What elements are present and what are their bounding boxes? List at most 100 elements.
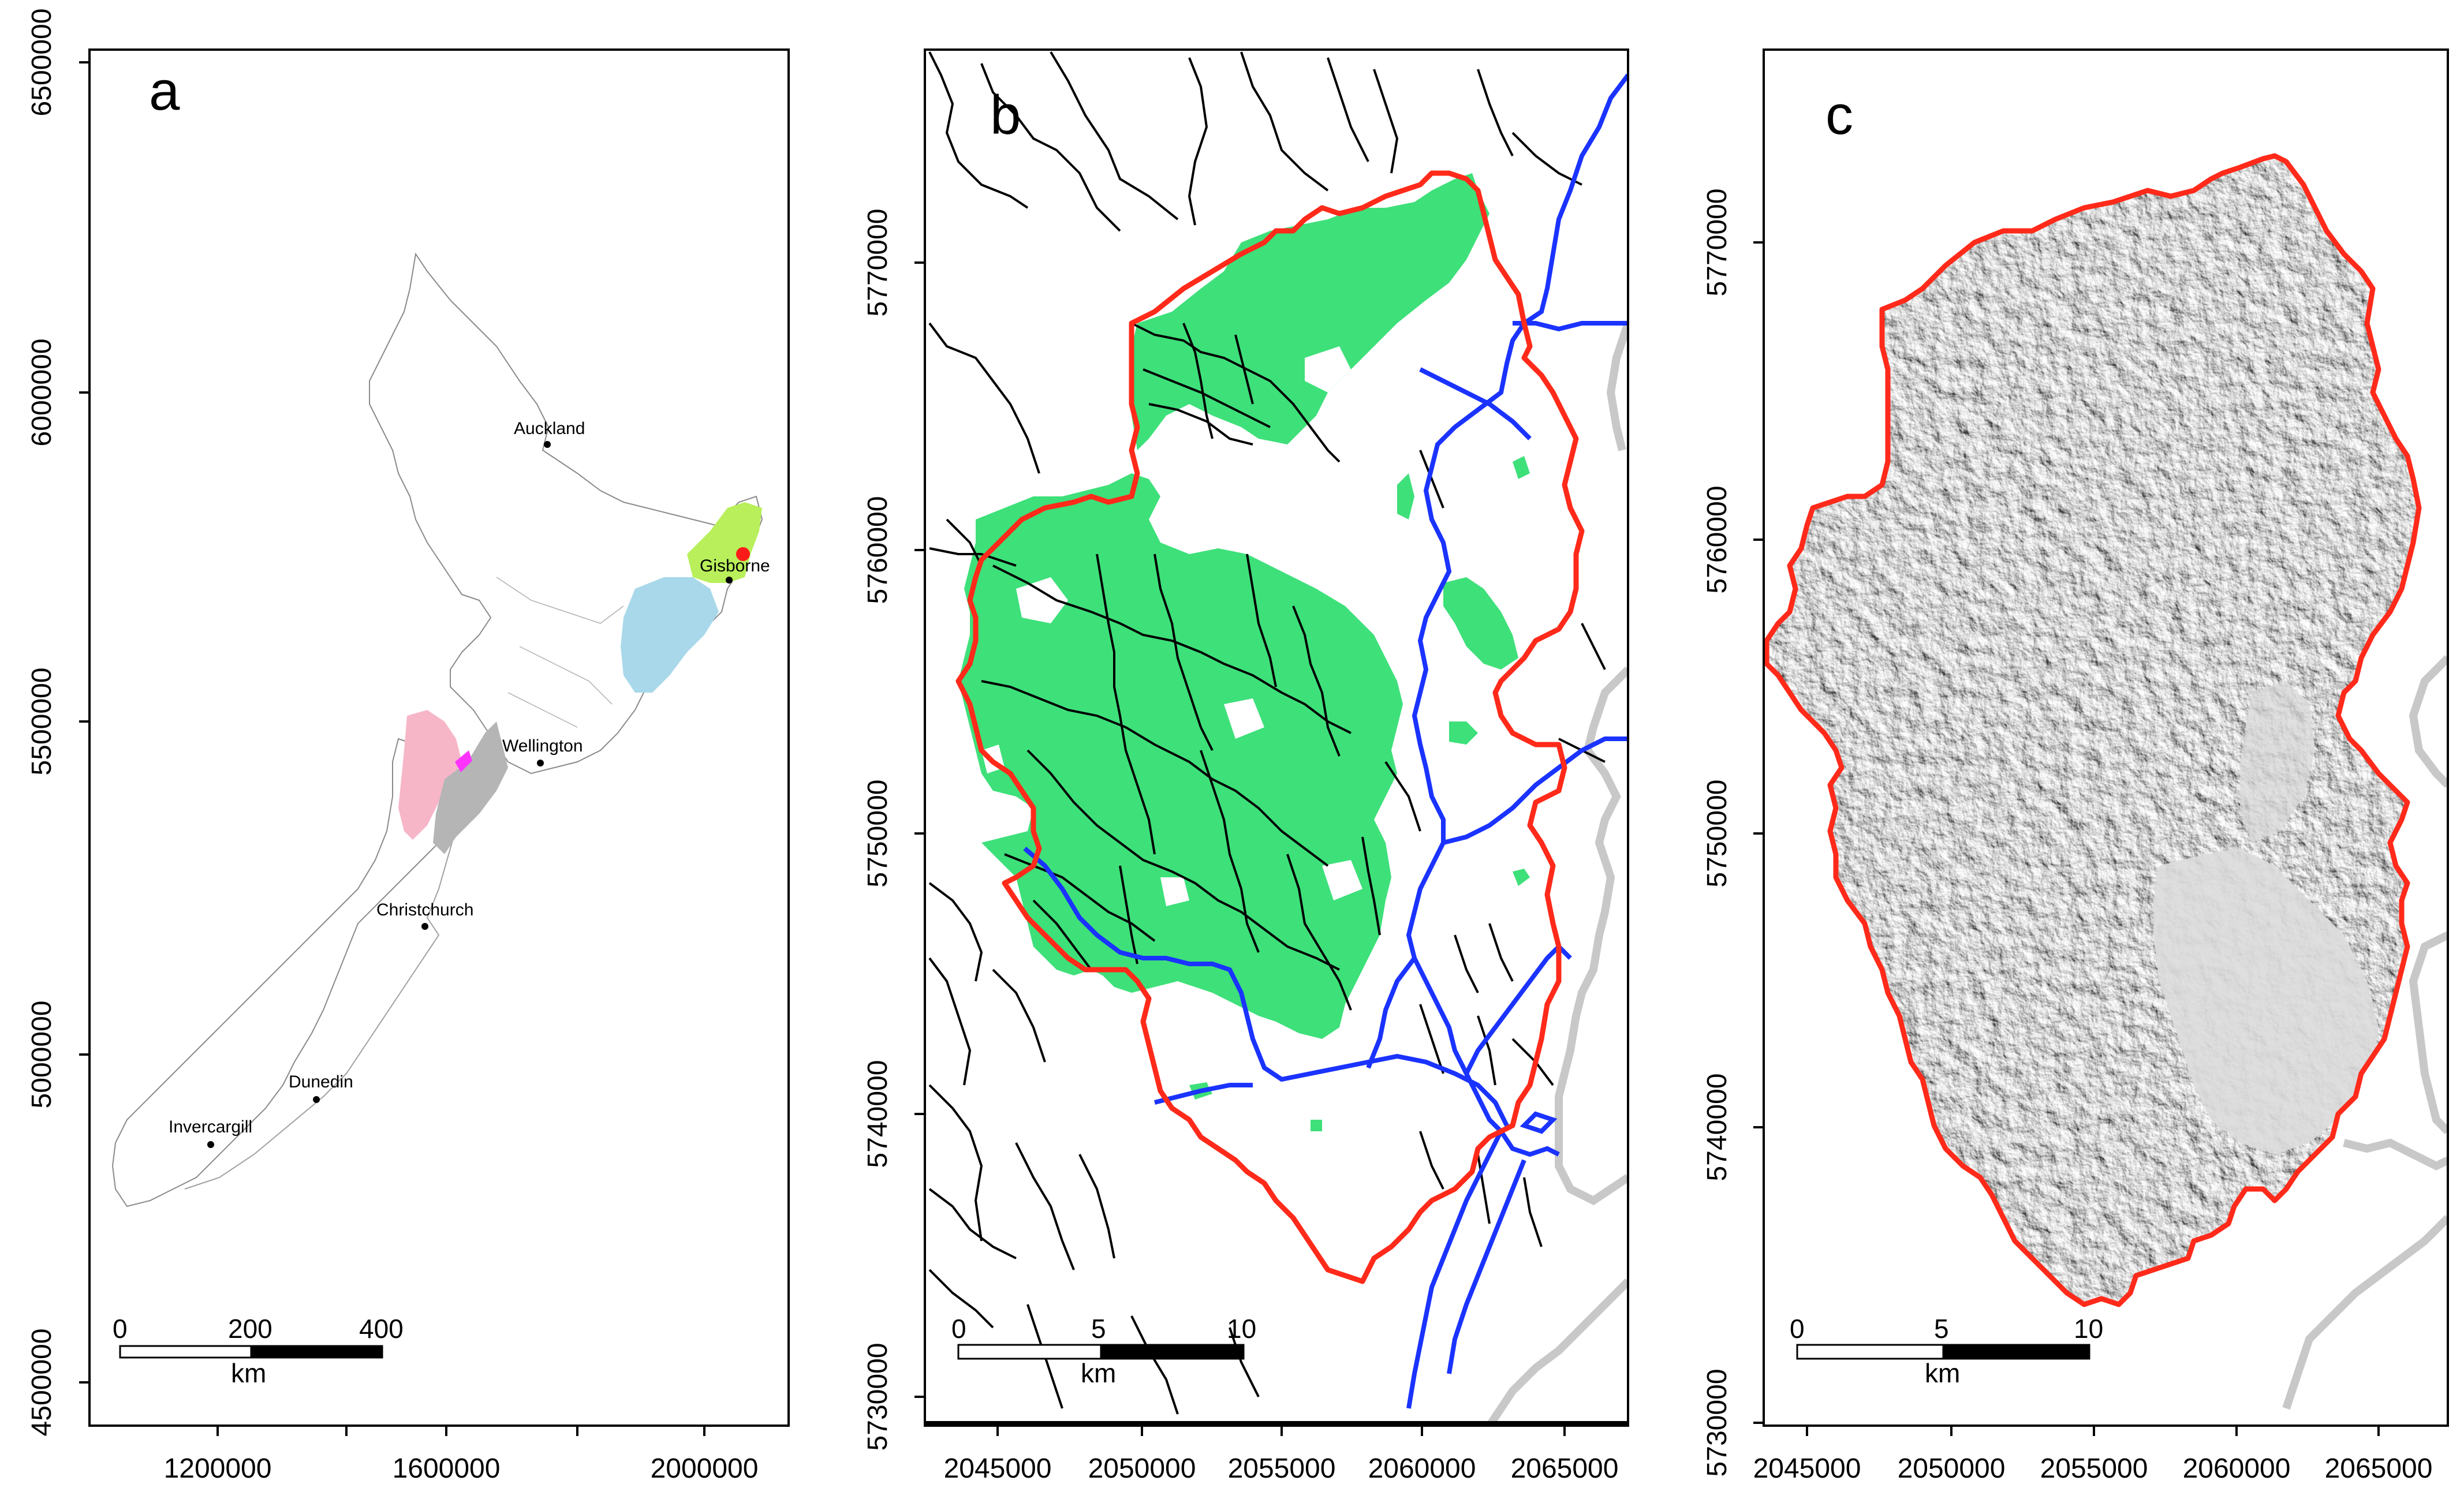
x-tick-label: 2055000 [1228,1453,1336,1484]
stream [1131,322,1341,463]
panel-a-letter: a [149,60,180,122]
scale-bar-black [1942,1344,2090,1360]
north-island-outline [369,252,763,775]
stream-network [928,51,1606,1415]
stream [1292,605,1341,757]
panel-c-frame [1763,48,2449,1427]
panel-c: c 0 5 10 km 2045000 2050000 2055000 2060… [1702,48,2449,1484]
y-tick-label: 5750000 [863,780,893,888]
river [1023,846,1509,1127]
city-label: Invercargill [169,1117,252,1136]
stream [928,1084,983,1242]
y-tick-label: 5760000 [1702,486,1733,594]
scale-label-1: 5 [1091,1314,1106,1344]
stream [1246,554,1277,687]
stream [980,63,1121,232]
city-label: Auckland [514,419,585,438]
scale-bar-a: 0 200 400 km [113,1314,404,1388]
scale-bar-black [250,1345,383,1359]
stream [1153,554,1214,751]
river [1464,943,1572,1075]
river [1366,956,1417,1069]
stream [992,564,1352,734]
stream [1200,750,1260,953]
y-tick-label: 5770000 [863,209,893,317]
river [1499,1130,1560,1157]
forest-gap [1322,860,1362,900]
stream [1234,334,1254,405]
stream [1384,761,1421,832]
scale-bar-white [1796,1344,1944,1360]
stream [1477,1015,1496,1086]
wellington-region [433,721,508,854]
stream [1523,1177,1543,1247]
y-tick-label: 5740000 [1702,1074,1733,1182]
stream [928,1188,1017,1259]
stream [1229,1327,1260,1397]
x-tick-label: 2050000 [1898,1453,2006,1484]
stream [928,322,1040,474]
stream [928,882,983,982]
y-tick-label: 5770000 [1702,189,1733,297]
scale-label-2: 10 [2074,1314,2103,1344]
stream [1419,1004,1444,1074]
city-dot [421,923,428,930]
stream [1477,69,1514,156]
x-tick-label: 2045000 [1753,1453,1861,1484]
panel-c-y-axis: 5730000 5740000 5750000 5760000 5770000 [1702,189,1764,1476]
forest-gap [1305,346,1351,392]
x-tick-label: 2065000 [2325,1453,2433,1484]
scale-label-0: 0 [113,1314,128,1344]
y-tick-label: 5000000 [27,1001,57,1109]
stream [1581,623,1606,670]
stream [1240,51,1329,192]
stream [1511,132,1582,186]
catchment-boundary [955,170,1585,1284]
scale-label-1: 200 [228,1314,272,1344]
stream [1143,368,1271,428]
forest-gap [1160,877,1189,906]
forest-patch [1443,577,1518,670]
river [1447,1159,1526,1374]
panel-b-letter: b [990,84,1021,146]
city-dot [726,577,733,584]
city-label: Wellington [502,736,583,756]
panel-a: a Auckland Gisborne [27,9,790,1484]
coastline [2282,655,2448,1410]
stream [1096,554,1156,855]
stream [992,969,1046,1063]
city-label: Christchurch [376,900,473,919]
panel-a-y-axis: 4500000 5000000 5500000 6000000 6500000 [27,9,89,1436]
stream [1361,836,1381,936]
x-tick-label: 2055000 [2040,1453,2148,1484]
forest-patch [1513,456,1530,479]
city-dot [313,1096,320,1103]
panel-c-x-axis: 2045000 2050000 2055000 2060000 2065000 [1753,1426,2433,1484]
stream [1454,934,1479,993]
panel-b: b 0 5 10 km 2045000 2050000 2055000 2060… [863,48,1629,1484]
north-island-interior [496,577,624,728]
forest-cover [958,173,1530,1131]
x-tick-label: 2000000 [651,1453,759,1484]
stream [1182,323,1214,439]
study-site-marker [736,547,750,561]
panel-b-bottom-edge [926,1421,1628,1426]
south-island-east-coast [184,807,462,1190]
stream [1026,749,1340,971]
nz-map: Auckland Gisborne Wellington Christchurc… [111,252,770,1207]
river [1513,321,1628,332]
stream [1373,69,1399,174]
scale-bar-b: 0 5 10 km [951,1314,1256,1388]
magenta-region [455,750,472,772]
scale-unit: km [1925,1358,1960,1388]
forest-gap [1224,698,1264,739]
river [1443,736,1628,845]
city-label: Dunedin [289,1072,353,1091]
scale-bar-white [119,1345,252,1359]
y-tick-label: 6500000 [27,9,57,117]
stream [928,1269,994,1329]
stream [1119,865,1138,964]
hawkes-bay-region [621,577,719,693]
x-tick-label: 2060000 [1368,1453,1476,1484]
